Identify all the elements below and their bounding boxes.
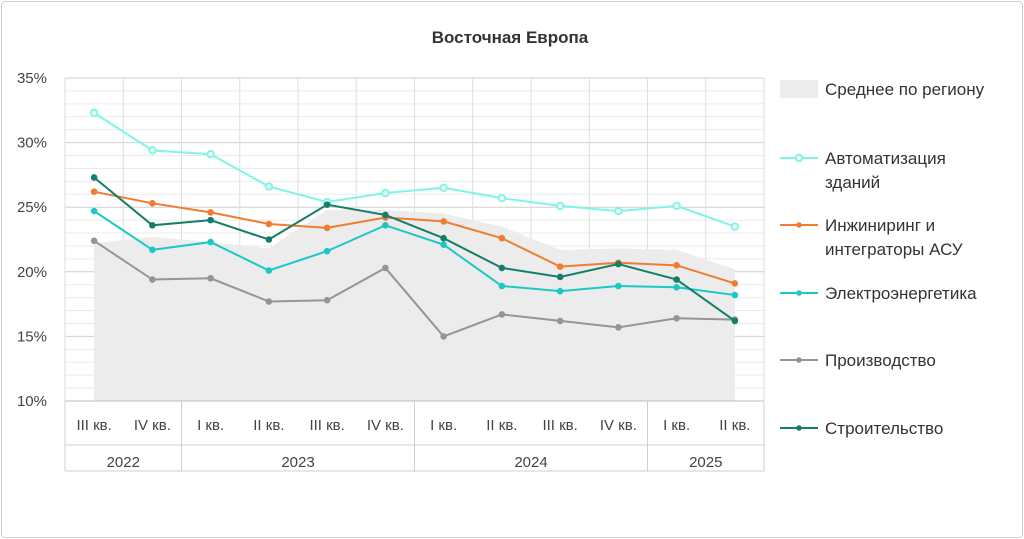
legend-swatch-marker (796, 222, 802, 228)
data-point (497, 193, 507, 203)
x-tick-label: III кв. (76, 417, 111, 434)
data-point (265, 220, 273, 228)
data-point (615, 260, 622, 268)
data-point (440, 218, 447, 225)
year-label: 2023 (281, 454, 314, 471)
data-point (614, 206, 623, 216)
x-tick-label: II кв. (719, 417, 750, 434)
area-regional-average (94, 209, 735, 401)
data-point (265, 236, 273, 243)
data-point (323, 296, 331, 304)
data-point (382, 264, 389, 272)
data-point (265, 267, 273, 274)
legend-swatch-marker (796, 425, 802, 431)
data-point (382, 211, 389, 219)
data-point (149, 221, 156, 229)
y-tick-label: 20% (17, 264, 47, 281)
year-label: 2024 (514, 454, 547, 471)
data-point (440, 234, 447, 242)
legend-swatch-marker (794, 153, 804, 163)
x-tick-label: I кв. (663, 417, 690, 434)
x-tick-label: IV кв. (367, 417, 404, 434)
data-point (556, 263, 564, 270)
data-point (90, 174, 98, 181)
legend-label: Автоматизация зданий (825, 149, 946, 192)
legend-label: Производство (825, 351, 936, 370)
data-point (440, 241, 447, 248)
legend-label: Строительство (825, 419, 943, 438)
data-point (556, 287, 564, 295)
legend-label: Среднее по региону (825, 80, 985, 99)
data-point (556, 273, 564, 281)
data-point (440, 333, 447, 340)
data-point (149, 200, 156, 207)
x-tick-label: I кв. (430, 417, 457, 434)
x-tick-label: IV кв. (600, 417, 637, 434)
legend-swatch-marker (796, 290, 802, 296)
data-point (149, 246, 156, 254)
data-point (615, 324, 622, 331)
data-point (498, 282, 506, 290)
data-point (90, 188, 98, 195)
x-tick-label: I кв. (197, 417, 224, 434)
data-point (148, 146, 157, 155)
series-line (93, 112, 736, 228)
x-tick-label: IV кв. (134, 417, 171, 434)
data-point (498, 311, 506, 318)
data-point (89, 108, 99, 118)
data-point (381, 188, 390, 198)
data-point (382, 221, 389, 229)
data-point (730, 222, 740, 231)
data-point (555, 201, 565, 211)
data-point (615, 282, 622, 290)
data-point (672, 201, 681, 211)
data-point (323, 201, 331, 208)
data-point (556, 317, 564, 325)
year-label: 2025 (689, 454, 722, 471)
series-line (93, 176, 736, 322)
y-tick-label: 35% (17, 70, 47, 87)
x-tick-label: III кв. (542, 417, 577, 434)
legend-swatch-marker (796, 357, 802, 363)
data-point (323, 247, 331, 255)
data-point (207, 274, 214, 282)
y-tick-label: 10% (17, 393, 47, 410)
series-line (93, 190, 736, 285)
x-tick-label: III кв. (309, 417, 344, 434)
y-tick-label: 15% (17, 328, 47, 345)
data-point (673, 315, 680, 322)
x-tick-label: II кв. (253, 417, 284, 434)
data-point (673, 284, 680, 291)
data-point (673, 276, 680, 283)
year-label: 2022 (107, 454, 140, 471)
data-point (731, 317, 739, 325)
y-tick-label: 25% (17, 199, 47, 216)
data-point (207, 209, 214, 216)
legend-swatch-area (780, 80, 818, 98)
series-line (93, 210, 736, 297)
data-point (731, 280, 739, 287)
data-point (323, 224, 331, 232)
data-point (90, 207, 98, 215)
data-point (206, 150, 215, 159)
data-point (207, 216, 214, 224)
data-point (207, 238, 214, 246)
data-point (264, 182, 274, 191)
x-tick-label: II кв. (486, 417, 517, 434)
data-point (149, 276, 156, 283)
legend-label: Электроэнергетика (825, 284, 977, 303)
series-line (93, 239, 735, 338)
legend-label: Инжиниринг и интеграторы АСУ (825, 216, 963, 259)
data-point (439, 183, 448, 193)
data-point (265, 298, 273, 305)
y-tick-label: 30% (17, 135, 47, 152)
chart-title: Восточная Европа (432, 28, 589, 47)
data-point (498, 234, 506, 242)
data-point (498, 264, 506, 272)
data-point (731, 291, 739, 299)
data-point (90, 237, 98, 245)
data-point (673, 262, 680, 269)
